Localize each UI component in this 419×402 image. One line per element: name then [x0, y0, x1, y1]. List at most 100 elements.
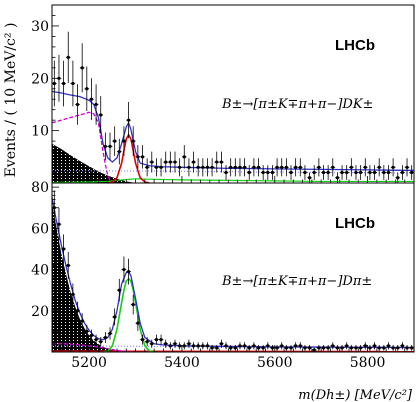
data-point — [113, 139, 117, 143]
data-point — [247, 346, 251, 350]
data-point — [85, 329, 89, 333]
data-point — [233, 346, 237, 350]
data-point — [261, 346, 265, 350]
data-point — [345, 344, 349, 348]
data-point — [178, 344, 182, 348]
data-point — [164, 342, 168, 346]
data-point — [99, 113, 103, 117]
data-point — [131, 139, 135, 143]
data-point — [289, 170, 293, 175]
data-point — [303, 170, 307, 175]
data-point — [289, 346, 293, 350]
data-point — [150, 160, 154, 164]
data-point — [89, 97, 94, 101]
data-point — [136, 321, 140, 325]
data-points — [52, 31, 414, 183]
x-tick-label: 5400 — [164, 355, 200, 371]
data-point — [391, 346, 395, 350]
data-point — [405, 346, 409, 350]
top-decay-label: B±→[π±K∓π+π−]DK± — [221, 97, 373, 112]
x-tick-label: 5800 — [350, 355, 386, 371]
data-point — [284, 165, 288, 169]
data-point — [266, 344, 270, 348]
data-point — [391, 165, 395, 169]
data-point — [275, 165, 279, 169]
data-point — [71, 292, 75, 296]
data-point — [400, 344, 404, 348]
data-point — [201, 165, 205, 169]
y-tick-label: 60 — [31, 221, 49, 237]
data-point — [103, 144, 107, 148]
data-point — [85, 87, 89, 91]
data-point — [75, 102, 80, 107]
combinatorial-curve — [51, 169, 415, 174]
data-point — [187, 342, 191, 346]
data-point — [62, 81, 66, 86]
x-tick-label: 5200 — [71, 355, 107, 371]
y-tick-label: 20 — [31, 304, 49, 320]
data-point — [94, 338, 98, 342]
data-point — [159, 165, 163, 169]
data-point — [131, 302, 135, 307]
data-point — [238, 165, 242, 169]
data-point — [266, 170, 270, 175]
data-point — [363, 344, 367, 348]
data-point — [75, 309, 80, 313]
data-point — [256, 346, 261, 350]
data-point — [117, 288, 121, 292]
data-point — [372, 170, 377, 175]
data-point — [335, 346, 340, 350]
data-point — [173, 342, 177, 346]
data-point — [298, 344, 302, 348]
data-point — [321, 346, 326, 350]
data-point — [89, 333, 94, 338]
data-point — [317, 165, 321, 169]
data-point — [270, 346, 275, 350]
total-fit-curve — [51, 90, 415, 172]
bottom-decay-label: B±→[π±K∓π+π−]Dπ± — [221, 274, 372, 289]
data-point — [205, 344, 210, 348]
data-point — [243, 165, 247, 169]
data-point — [294, 344, 298, 348]
y-tick-label: 10 — [31, 124, 49, 140]
top-axes: 10 20 30 — [31, 4, 415, 184]
data-point — [252, 344, 256, 348]
data-point — [80, 66, 84, 70]
data-point — [256, 165, 261, 169]
data-point — [191, 160, 196, 164]
data-point — [62, 247, 66, 251]
data-point — [196, 165, 200, 169]
data-point — [173, 160, 177, 164]
data-point — [400, 170, 404, 175]
data-point — [210, 346, 214, 350]
data-point — [335, 176, 340, 180]
data-point — [382, 346, 386, 350]
data-point — [117, 149, 121, 154]
data-point — [331, 344, 335, 348]
data-point — [219, 160, 223, 164]
data-point — [126, 118, 131, 122]
data-point — [349, 165, 353, 169]
data-point — [80, 319, 84, 323]
data-point — [233, 165, 237, 169]
data-point — [224, 344, 228, 348]
top-lhcb-logo: LHCb — [335, 37, 375, 54]
data-point — [201, 344, 205, 348]
data-point — [168, 160, 172, 164]
data-point — [66, 263, 70, 268]
data-point — [321, 170, 326, 175]
data-point — [396, 346, 400, 350]
data-point — [396, 176, 400, 180]
data-point — [140, 155, 145, 159]
x-axis-title: m(Dh±) [MeV/c²] — [298, 388, 413, 402]
data-point — [219, 342, 223, 346]
data-point — [136, 155, 140, 159]
data-point — [377, 165, 381, 169]
data-point — [307, 346, 312, 350]
data-point — [382, 170, 386, 175]
data-point — [108, 331, 112, 336]
data-point — [303, 346, 307, 350]
data-point — [349, 346, 353, 350]
data-point — [340, 170, 344, 175]
data-point — [354, 170, 358, 175]
